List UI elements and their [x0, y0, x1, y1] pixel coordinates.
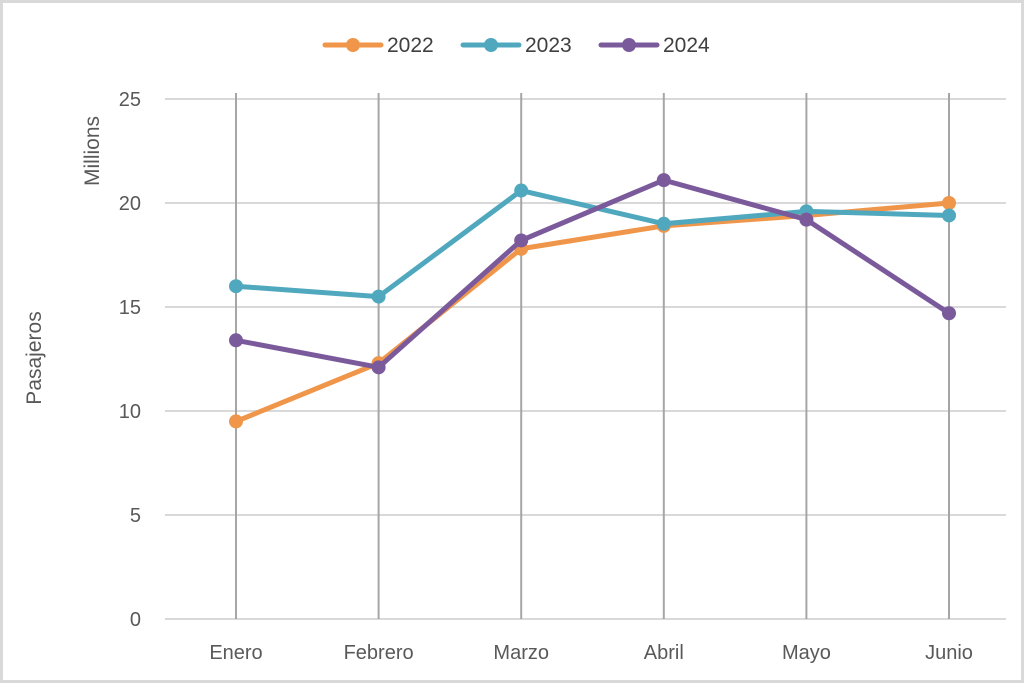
y-tick-label-10: 10 — [119, 401, 141, 423]
legend-marker-2023 — [484, 38, 498, 52]
data-point-2023-junio — [942, 208, 956, 223]
series-2024 — [229, 173, 956, 375]
data-point-2023-marzo — [514, 183, 529, 198]
x-tick-label-junio: Junio — [925, 642, 973, 664]
y-tick-label-25: 25 — [119, 89, 141, 111]
x-tick-label-marzo: Marzo — [493, 642, 549, 664]
data-point-2024-marzo — [514, 233, 529, 248]
data-point-2024-abril — [656, 173, 671, 188]
x-tick-label-febrero: Febrero — [344, 642, 414, 664]
line-chart: 0 5 10 15 20 25 Enero Febrero Marzo Abril Mayo Jun… — [23, 34, 1006, 664]
legend-item-2024: 2024 — [598, 34, 710, 57]
legend: 2022 2023 2024 — [322, 34, 710, 57]
legend-marker-2024 — [622, 38, 636, 52]
data-point-2024-enero — [229, 333, 243, 348]
series-2022 — [229, 196, 956, 429]
legend-item-2023: 2023 — [460, 34, 572, 57]
x-tick-label-abril: Abril — [644, 642, 684, 664]
series-line-2023 — [233, 188, 952, 300]
legend-marker-2022 — [346, 38, 360, 52]
data-point-2023-abril — [656, 216, 671, 231]
x-axis-ticks: Enero Febrero Marzo Abril Mayo Junio — [209, 642, 973, 664]
data-point-2023-febrero — [371, 289, 386, 304]
y-tick-label-15: 15 — [119, 297, 141, 319]
y-axis-ticks: 0 5 10 15 20 25 — [119, 89, 141, 631]
category-drop-lines — [235, 93, 950, 619]
data-point-2023-enero — [229, 279, 243, 294]
data-point-2024-mayo — [799, 212, 814, 227]
series-group — [229, 173, 956, 429]
series-line-2024 — [233, 177, 952, 370]
legend-item-2022: 2022 — [322, 34, 434, 57]
data-point-2024-junio — [942, 306, 956, 321]
series-2023 — [229, 183, 956, 304]
legend-label-2022: 2022 — [387, 34, 434, 57]
data-point-2022-enero — [229, 414, 243, 429]
legend-label-2023: 2023 — [525, 34, 572, 57]
y-tick-label-5: 5 — [130, 505, 141, 527]
y-axis-title: Pasajeros — [23, 311, 46, 404]
data-point-2024-febrero — [371, 360, 386, 375]
data-point-2022-junio — [942, 196, 956, 210]
gridlines — [165, 98, 1006, 620]
y-tick-label-20: 20 — [119, 193, 141, 215]
y-axis-unit-label: Millions — [81, 116, 104, 186]
series-line-2022 — [233, 200, 952, 424]
y-tick-label-0: 0 — [130, 609, 141, 631]
x-tick-label-mayo: Mayo — [782, 642, 831, 664]
legend-label-2024: 2024 — [663, 34, 710, 57]
x-tick-label-enero: Enero — [209, 642, 262, 664]
